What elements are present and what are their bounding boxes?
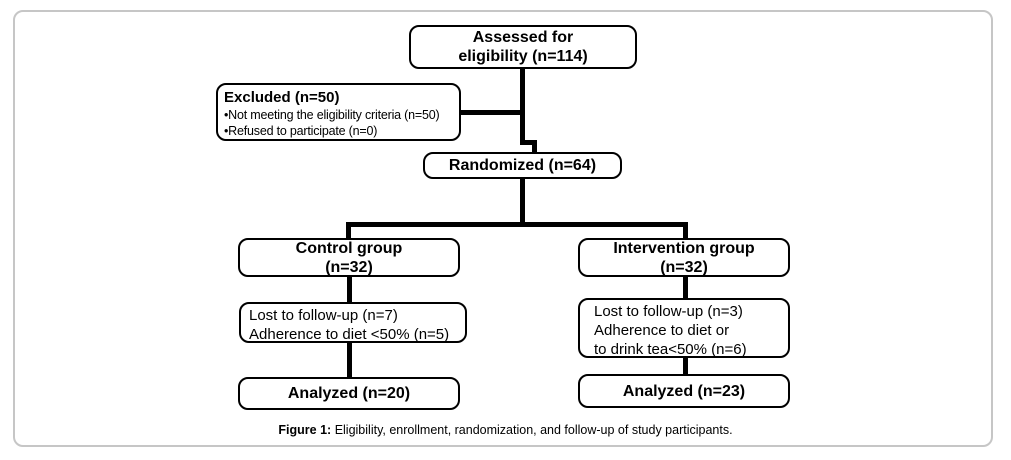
assessed-line2: eligibility (n=114) [458,48,588,65]
intervention-group-box: Intervention group (n=32) [578,238,790,277]
connector-randomized-down [520,177,525,227]
intervention-lost-line3: to drink tea<50% (n=6) [594,341,747,358]
assessed-box: Assessed for eligibility (n=114) [409,25,637,69]
intervention-lost-line2: Adherence to diet or [594,322,730,339]
connector-intervention-lost [683,275,688,299]
control-group-line1: Control group [295,239,403,257]
randomized-label: Randomized (n=64) [448,157,597,174]
figure-caption-text: Eligibility, enrollment, randomization, … [331,423,733,437]
control-group-line2: (n=32) [325,258,373,276]
control-group-box: Control group (n=32) [238,238,460,277]
connector-split-right-drop [683,222,688,239]
intervention-analyzed-box: Analyzed (n=23) [578,374,790,408]
control-analyzed-box: Analyzed (n=20) [238,377,460,410]
excluded-box: Excluded (n=50) •Not meeting the eligibi… [216,83,461,141]
intervention-lost-line1: Lost to follow-up (n=3) [594,303,743,320]
control-analyzed-label: Analyzed (n=20) [287,385,411,402]
connector-jog-down [532,140,537,154]
intervention-group-line2: (n=32) [660,258,708,276]
connector-excluded-branch [459,110,523,115]
intervention-lost-box: Lost to follow-up (n=3) Adherence to die… [578,298,790,358]
randomized-box: Randomized (n=64) [423,152,622,179]
figure-caption-label: Figure 1: [278,423,332,437]
control-lost-box: Lost to follow-up (n=7) Adherence to die… [239,302,467,343]
figure-frame [13,10,993,447]
connector-split-bar [346,222,688,227]
intervention-analyzed-label: Analyzed (n=23) [622,382,746,400]
figure-caption: Figure 1: Eligibility, enrollment, rando… [0,422,1011,438]
excluded-title: Excluded (n=50) [224,89,340,106]
connector-control-lost [347,275,352,303]
intervention-group-line1: Intervention group [613,239,755,257]
excluded-reason-2: •Refused to participate (n=0) [224,124,378,138]
connector-assessed-down [520,68,525,145]
connector-split-left-drop [346,222,351,239]
excluded-reason-1: •Not meeting the eligibility criteria (n… [224,108,440,122]
connector-intervention-analyzed [683,356,688,376]
connector-control-analyzed [347,340,352,378]
control-lost-line1: Lost to follow-up (n=7) [249,307,398,324]
assessed-line1: Assessed for [472,29,574,46]
connector-jog-horizontal [520,140,537,145]
control-lost-line2: Adherence to diet <50% (n=5) [249,326,450,343]
